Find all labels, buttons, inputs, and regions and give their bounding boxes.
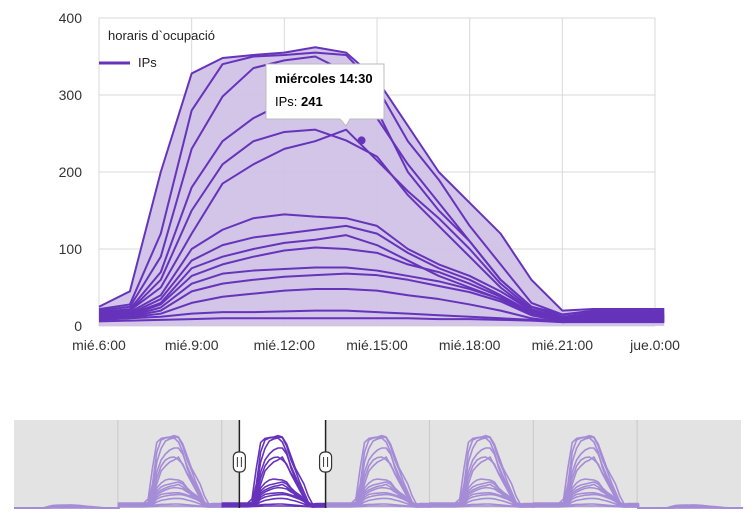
navigator-series-line bbox=[117, 505, 224, 508]
tooltip-title: miércoles 14:30 bbox=[275, 71, 373, 86]
series-envelope-area bbox=[99, 47, 665, 326]
legend-title: horaris d`ocupació bbox=[108, 28, 215, 43]
tooltip-value: 241 bbox=[301, 94, 323, 109]
y-tick-label: 100 bbox=[59, 241, 83, 257]
navigator-series-line bbox=[533, 505, 640, 508]
x-tick-label: mié.6:00 bbox=[72, 337, 126, 353]
drag-handle-icon[interactable] bbox=[232, 451, 246, 473]
x-axis: mié.6:00 mié.9:00 mié.12:00 mié.15:00 mié.18… bbox=[72, 337, 680, 353]
x-tick-label: mié.18:00 bbox=[439, 337, 501, 353]
x-tick-label: mié.21:00 bbox=[532, 337, 594, 353]
y-tick-label: 400 bbox=[59, 10, 83, 26]
navigator-background-left bbox=[14, 420, 240, 508]
y-tick-label: 300 bbox=[59, 87, 83, 103]
navigator-series-line bbox=[221, 505, 328, 508]
series-line-5[interactable] bbox=[98, 128, 665, 318]
tooltip-label: IPs: bbox=[275, 94, 297, 109]
navigator-series-line bbox=[325, 505, 432, 508]
tooltip: miércoles 14:30 IPs: 241 bbox=[265, 63, 385, 127]
tooltip-box bbox=[265, 63, 385, 127]
x-tick-label: jue.0:00 bbox=[629, 337, 680, 353]
y-tick-label: 0 bbox=[74, 318, 82, 334]
legend-entry-ips[interactable]: IPs bbox=[138, 55, 157, 70]
x-tick-label: mié.15:00 bbox=[346, 337, 408, 353]
highlight-point bbox=[357, 136, 366, 145]
x-tick-label: mié.9:00 bbox=[165, 337, 219, 353]
y-axis: 0 100 200 300 400 bbox=[59, 10, 83, 334]
navigator-series bbox=[14, 434, 744, 509]
tooltip-body: IPs: 241 bbox=[275, 94, 323, 109]
navigator[interactable] bbox=[0, 418, 753, 520]
series-area bbox=[99, 47, 665, 326]
y-tick-label: 200 bbox=[59, 164, 83, 180]
navigator-series-line bbox=[429, 505, 536, 508]
drag-handle-icon[interactable] bbox=[318, 451, 333, 473]
series-line-15[interactable] bbox=[98, 317, 665, 324]
navigator-handle-left[interactable] bbox=[232, 420, 246, 508]
legend: horaris d`ocupació IPs bbox=[99, 28, 215, 70]
navigator-handle-right[interactable] bbox=[318, 420, 333, 508]
x-tick-label: mié.12:00 bbox=[254, 337, 316, 353]
